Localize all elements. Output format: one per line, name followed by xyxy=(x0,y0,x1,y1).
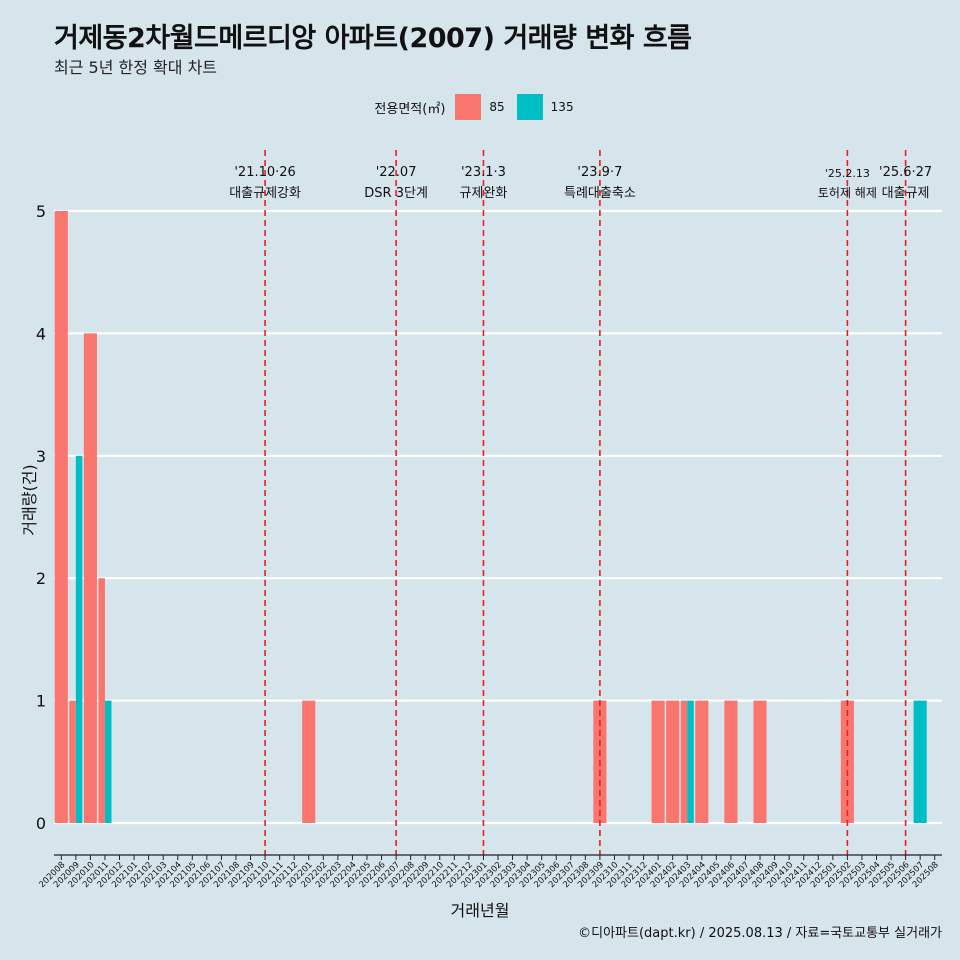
y-axis-title: 거래량(건) xyxy=(20,464,39,536)
bar-85-202406 xyxy=(724,700,738,823)
legend: 전용면적(㎡) 85 135 xyxy=(0,94,960,120)
annotation-date: '23.1·3 xyxy=(461,165,506,180)
y-tick-label: 5 xyxy=(36,202,46,221)
bar-85-202402 xyxy=(666,700,680,823)
legend-title: 전용면적(㎡) xyxy=(374,101,446,117)
annotation-label: 특례대출축소 xyxy=(564,186,636,201)
bar-85-202408 xyxy=(753,700,767,823)
annotation-label: 토허제 해제 xyxy=(818,186,877,200)
bar-85-202201 xyxy=(302,700,316,823)
bar-85-202403 xyxy=(680,700,688,823)
x-axis-title: 거래년월 xyxy=(450,901,510,920)
bar-135-202507 xyxy=(913,700,927,823)
chart-subtitle: 최근 5년 한정 확대 차트 xyxy=(54,58,218,77)
bar-135-202403 xyxy=(687,700,694,823)
bar-85-202404 xyxy=(695,700,709,823)
bar-135-202011 xyxy=(104,700,112,823)
legend-swatch-85 xyxy=(455,94,482,120)
bar-85-202401 xyxy=(651,700,665,823)
y-tick-label: 4 xyxy=(36,324,46,343)
bar-85-202008 xyxy=(54,211,68,823)
annotation-label: 대출규제 xyxy=(882,186,930,201)
y-tick-label: 2 xyxy=(36,569,46,588)
bar-85-202011 xyxy=(98,578,105,823)
bar-85-202009 xyxy=(69,700,76,823)
annotation-date: '25.6·27 xyxy=(879,165,932,180)
annotation-date: '25.2.13 xyxy=(825,167,870,180)
legend-label-135: 135 xyxy=(550,100,574,114)
legend-item-85: 85 xyxy=(455,94,505,120)
source-caption: ©디아파트(dapt.kr) / 2025.08.13 / 자료=국토교통부 실… xyxy=(578,926,942,941)
legend-swatch-135 xyxy=(516,94,543,120)
annotation-label: 대출규제강화 xyxy=(229,186,301,201)
chart-title: 거제동2차월드메르디앙 아파트(2007) 거래량 변화 흐름 xyxy=(54,23,692,54)
annotation-date: '23.9·7 xyxy=(577,165,622,180)
bar-85-202010 xyxy=(83,333,97,823)
annotation-date: '21.10·26 xyxy=(234,165,295,180)
annotation-label: 규제완화 xyxy=(460,186,508,201)
y-tick-label: 3 xyxy=(36,447,46,466)
annotation-label: DSR 3단계 xyxy=(364,186,428,201)
legend-label-85: 85 xyxy=(489,100,505,114)
annotation-date: '22.07 xyxy=(376,165,417,180)
legend-item-135: 135 xyxy=(516,94,574,120)
y-tick-label: 1 xyxy=(36,692,46,711)
y-tick-label: 0 xyxy=(36,814,46,833)
bar-135-202009 xyxy=(75,455,83,823)
